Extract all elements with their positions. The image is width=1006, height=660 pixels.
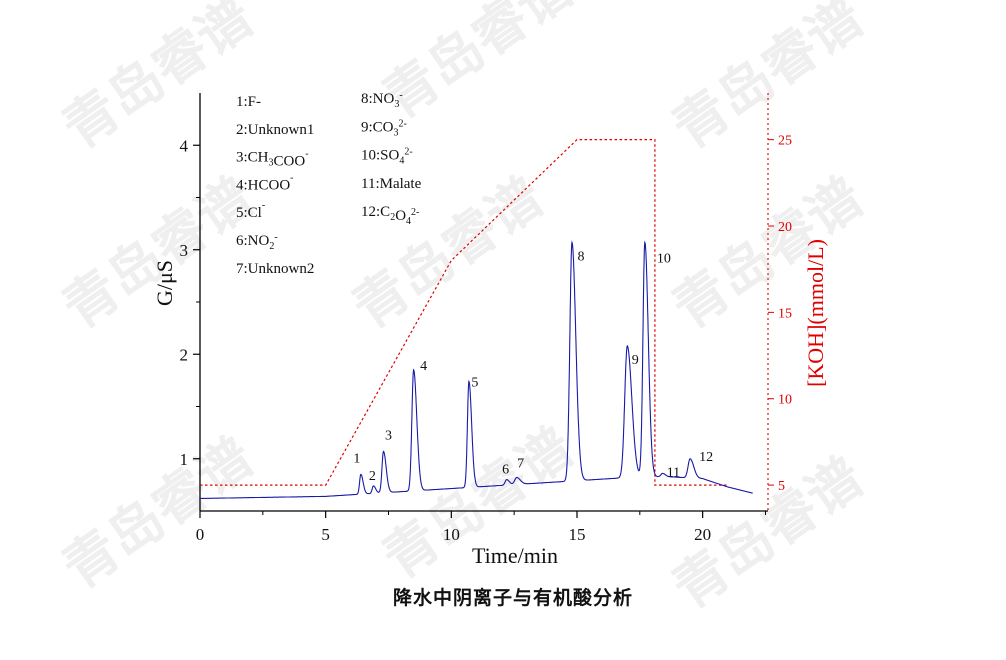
legend-entry-text: 8:NO [361, 91, 395, 107]
conductivity-signal-line [200, 240, 753, 500]
legend-entry-sub: 2 [269, 241, 274, 252]
legend-entry-sub: 3 [394, 99, 399, 110]
legend-entry-sub: 4 [406, 216, 411, 227]
signal-series [200, 240, 753, 500]
peak-label: 8 [577, 249, 584, 264]
peak-label: 2 [369, 469, 376, 484]
legend-entry-sup: 2- [399, 118, 407, 129]
x-tick-label: 10 [443, 525, 460, 544]
x-tick-label: 20 [694, 525, 711, 544]
y-tick-label: 2 [180, 345, 189, 364]
peak-label: 7 [517, 457, 524, 472]
legend-entry-text: 5:Cl [236, 205, 262, 221]
figure-caption: 降水中阴离子与有机酸分析 [393, 586, 633, 609]
watermark-text: 青岛睿谱 [371, 0, 584, 131]
x-tick-label: 15 [568, 525, 585, 544]
legend-entry-sup: - [274, 232, 277, 243]
legend-entry-sup: - [290, 172, 293, 183]
y-tick-label: 3 [180, 241, 189, 260]
legend-entry-text: O [395, 208, 406, 224]
legend-entry-sub: 3 [394, 127, 399, 138]
legend-entry-sub: 2 [390, 212, 395, 223]
peak-label: 10 [657, 251, 671, 266]
legend-entry-sup: - [399, 90, 402, 101]
legend-entry-sup: 2- [404, 147, 412, 158]
legend-entry-sup: - [305, 149, 308, 160]
legend-entry-text: 6:NO [236, 233, 270, 249]
legend-entry: 9:CO32- [361, 118, 407, 138]
watermark-text: 青岛睿谱 [51, 0, 264, 161]
legend-entry: 3:CH3COO- [236, 149, 309, 170]
legend-entry: 1:F- [236, 94, 261, 110]
legend-entry-text: 12:C [361, 204, 390, 220]
y-tick-label: 4 [180, 136, 189, 155]
legend-entry: 5:Cl- [236, 200, 265, 221]
y2-tick-label: 15 [778, 306, 792, 321]
legend-entry-text: 1:F- [236, 94, 261, 110]
watermark-text: 青岛睿谱 [51, 165, 264, 340]
legend: 1:F-2:Unknown13:CH3COO-4:HCOO-5:Cl-6:NO2… [236, 90, 422, 277]
y2-tick-label: 10 [778, 393, 792, 408]
legend-entry-text: 9:CO [361, 119, 394, 135]
legend-entry: 2:Unknown1 [236, 122, 314, 138]
legend-entry-text: 3:CH [236, 150, 269, 166]
legend-entry-sub: 4 [399, 156, 404, 167]
y2-tick-label: 20 [778, 220, 792, 235]
koh-gradient-line [200, 139, 728, 486]
peak-label: 3 [385, 428, 392, 443]
legend-entry-text: 11:Malate [361, 176, 422, 192]
legend-entry: 7:Unknown2 [236, 261, 314, 277]
legend-entry: 11:Malate [361, 176, 422, 192]
legend-entry: 8:NO3- [361, 90, 403, 110]
legend-entry-text: 10:SO [361, 148, 400, 164]
legend-entry-sup: 2- [411, 207, 419, 218]
legend-entry-text: COO [274, 154, 306, 170]
peak-label: 6 [502, 463, 509, 478]
peak-label: 9 [632, 353, 639, 368]
y2-axis-title: [KOH](mmol/L) [803, 239, 828, 387]
watermark-text: 青岛睿谱 [51, 425, 264, 600]
y2-tick-label: 25 [778, 134, 792, 149]
peak-label: 12 [699, 450, 713, 465]
legend-entry-sub: 3 [269, 158, 274, 169]
gradient-series [200, 139, 728, 486]
y-axis-title: G/μS [152, 260, 177, 306]
legend-entry: 12:C2O42- [361, 204, 419, 227]
legend-entry: 6:NO2- [236, 232, 278, 252]
x-axis-title: Time/min [472, 543, 558, 568]
legend-entry-text: 2:Unknown1 [236, 122, 314, 138]
peak-label: 5 [471, 375, 478, 390]
peak-label: 11 [667, 465, 680, 480]
x-tick-label: 5 [321, 525, 330, 544]
y2-tick-label: 5 [778, 479, 785, 494]
x-tick-label: 0 [196, 525, 205, 544]
legend-entry-text: 4:HCOO [236, 177, 290, 193]
peak-label: 4 [420, 359, 427, 374]
legend-entry: 10:SO42- [361, 147, 413, 167]
legend-entry-sup: - [262, 200, 265, 211]
peak-label: 1 [353, 451, 360, 466]
y-tick-label: 1 [180, 450, 189, 469]
legend-entry-text: 7:Unknown2 [236, 261, 314, 277]
legend-entry: 4:HCOO- [236, 172, 294, 193]
watermark-text: 青岛睿谱 [661, 0, 874, 161]
